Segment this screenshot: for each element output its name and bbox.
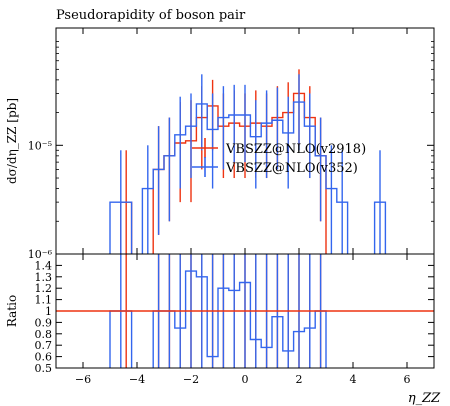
ratio-y-tick-label-8: 1.3 — [35, 271, 53, 284]
ratio-y-tick-label-0: 0.5 — [35, 362, 53, 375]
legend-label-v352: VBSZZ@NLO(v352) — [225, 161, 358, 176]
ratio-y-tick-label-5: 1 — [45, 305, 52, 318]
ratio-y-tick-label-1: 0.6 — [35, 351, 53, 364]
legend: VBSZZ@NLO(v2918) VBSZZ@NLO(v352) — [192, 138, 366, 177]
y-axis-label: dσ/dη_ZZ [pb] — [5, 98, 19, 184]
main-y-tick-label-0: 10⁻⁵ — [28, 139, 52, 152]
main-y-tick-label-1: 10⁻⁶ — [28, 248, 53, 261]
ratio-y-tick-label-2: 0.7 — [35, 339, 53, 352]
ratio-x-tick-label-0: −6 — [75, 373, 91, 386]
legend-label-v2918: VBSZZ@NLO(v2918) — [225, 142, 366, 157]
ratio-y-tick-label-9: 1.4 — [35, 259, 53, 272]
ratio-y-tick-label-7: 1.2 — [35, 282, 53, 295]
ratio-x-tick-label-2: −2 — [183, 373, 199, 386]
ratio-y-tick-label-4: 0.9 — [35, 316, 53, 329]
legend-entry-v352: VBSZZ@NLO(v352) — [192, 157, 358, 177]
ratio-x-tick-label-4: 2 — [296, 373, 303, 386]
ratio-y-tick-label-6: 1.1 — [35, 294, 53, 307]
ratio-x-tick-label-6: 6 — [404, 373, 411, 386]
ratio-y-axis-label: Ratio — [5, 295, 19, 327]
ratio-x-tick-label-1: −4 — [129, 373, 145, 386]
chart-title: Pseudorapidity of boson pair — [56, 8, 246, 23]
ratio-x-tick-label-5: 4 — [350, 373, 357, 386]
legend-entry-v2918: VBSZZ@NLO(v2918) — [192, 138, 366, 158]
ratio-plot-area: 0.50.60.70.80.911.11.21.31.4 −6 −4 −2 0 2 4 6 — [35, 253, 435, 386]
x-axis-label: η_ZZ — [408, 391, 441, 406]
ratio-y-tick-label-3: 0.8 — [35, 328, 53, 341]
ratio-x-tick-label-3: 0 — [242, 373, 249, 386]
ratio-plot-frame — [55, 253, 435, 369]
